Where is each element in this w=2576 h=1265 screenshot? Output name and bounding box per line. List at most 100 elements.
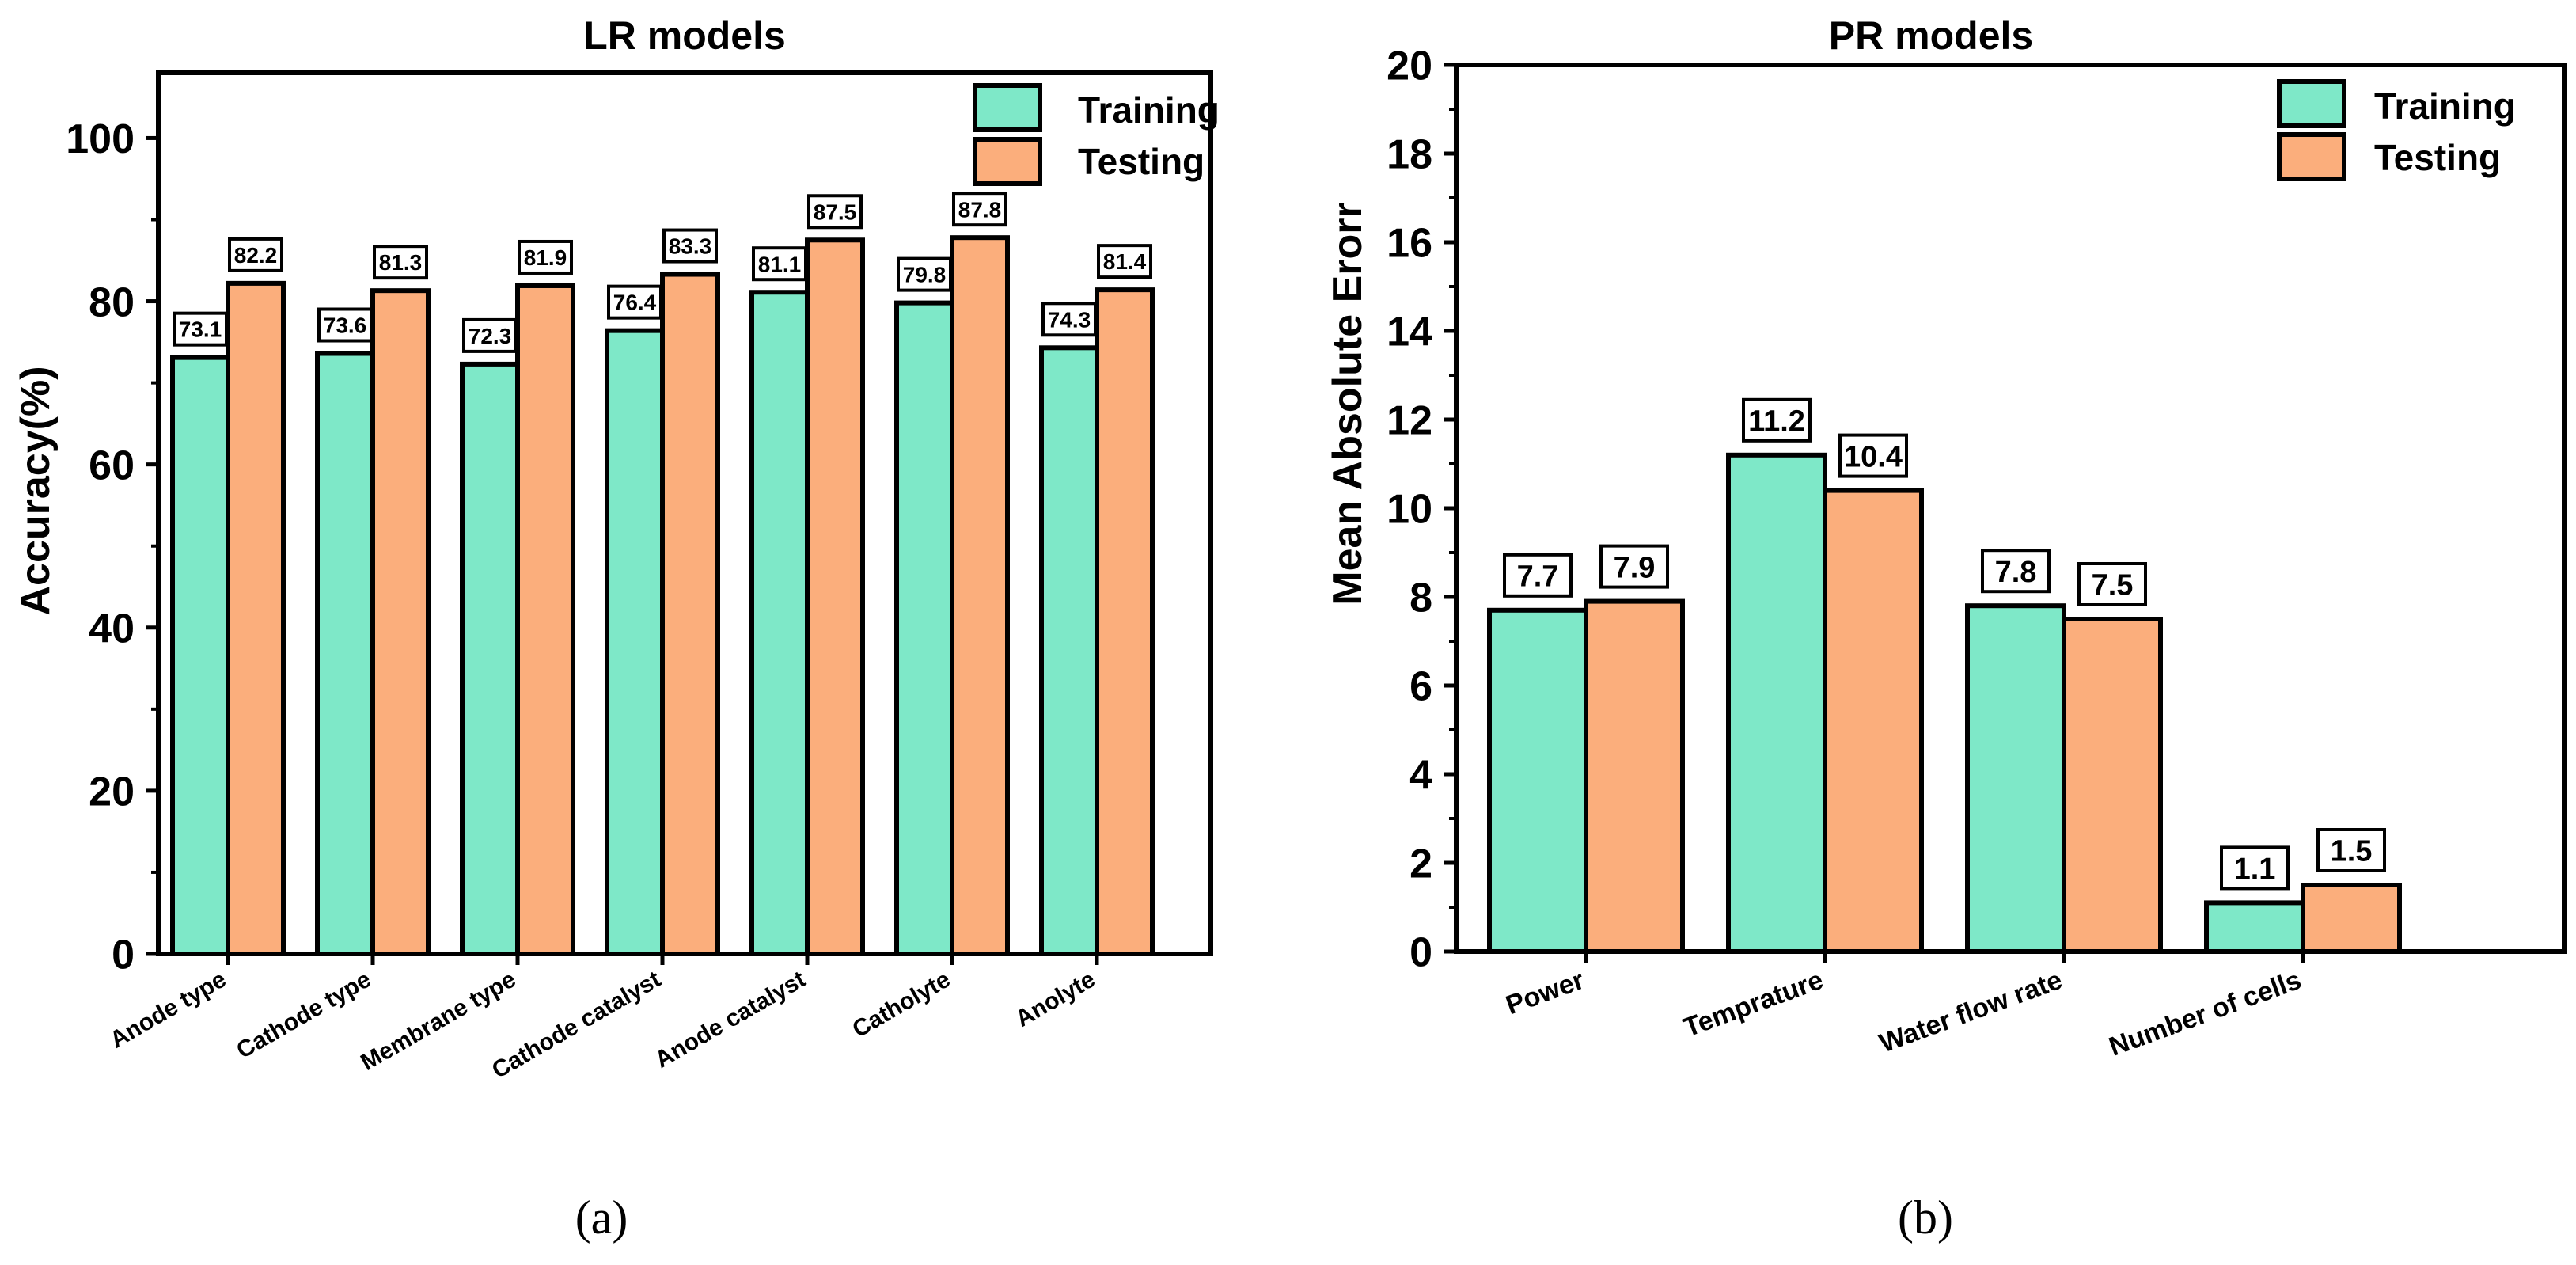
- y-tick-label: 20: [89, 769, 135, 815]
- bar-testing-5: [805, 237, 865, 956]
- bar-testing-1: [226, 280, 286, 956]
- legend-swatch-training: [973, 83, 1042, 132]
- data-label: 72.3: [469, 324, 512, 348]
- data-label-box: [752, 246, 807, 282]
- data-label: 83.3: [669, 234, 712, 259]
- data-label-box: [1742, 397, 1812, 443]
- bar-testing-4: [660, 272, 720, 956]
- data-label: 7.7: [1517, 560, 1559, 593]
- bar-testing-1: [1584, 598, 1685, 954]
- data-label-box: [1981, 549, 2051, 594]
- data-label-box: [952, 192, 1007, 227]
- bar-training-2: [1726, 452, 1827, 954]
- data-label: 10.4: [1844, 440, 1903, 473]
- chart-panel-a: LR models Accuracy(%) 73.1 82.2 73.6 81.3 72…: [13, 13, 1220, 1244]
- data-label: 74.3: [1048, 307, 1091, 332]
- data-label-box: [2220, 845, 2290, 891]
- x-tick-label: Water flow rate: [1876, 965, 2066, 1059]
- bar-testing-2: [370, 288, 431, 956]
- x-tick-label: Number of cells: [2105, 965, 2305, 1062]
- data-label: 87.8: [958, 197, 1002, 222]
- y-tick-label: 2: [1409, 841, 1432, 887]
- bar-testing-3: [515, 283, 575, 957]
- legend-label-training: Training: [2374, 85, 2516, 127]
- bar-testing-2: [1823, 488, 1924, 954]
- data-label: 7.5: [2092, 569, 2134, 602]
- legend-label-training: Training: [1078, 89, 1220, 131]
- figure-caption-b: (b): [1898, 1191, 1953, 1244]
- y-axis-label: Accuracy(%): [13, 366, 59, 615]
- data-label-box: [317, 307, 373, 343]
- legend: Training Testing: [973, 83, 1220, 186]
- data-label: 73.6: [324, 313, 367, 338]
- data-label-box: [807, 194, 863, 230]
- legend-label-testing: Testing: [1078, 141, 1205, 182]
- bar-training-4: [2204, 900, 2305, 955]
- y-tick-label: 0: [1409, 930, 1432, 976]
- y-tick-label: 14: [1387, 310, 1432, 355]
- data-label-box: [173, 311, 228, 347]
- bar-training-2: [315, 351, 375, 956]
- chart-title: LR models: [583, 13, 786, 58]
- figure-caption-a: (a): [575, 1191, 628, 1244]
- y-tick-label: 100: [66, 116, 135, 162]
- data-label: 82.2: [234, 243, 278, 268]
- bar-training-5: [749, 290, 810, 957]
- x-tick-label: Anolyte: [1011, 966, 1100, 1032]
- data-label: 11.2: [1748, 405, 1805, 438]
- x-tick-label: Power: [1502, 965, 1588, 1021]
- bar-training-1: [170, 355, 230, 956]
- legend-swatch-testing: [973, 137, 1042, 186]
- data-label: 79.8: [903, 263, 947, 287]
- data-label: 7.9: [1614, 551, 1656, 584]
- data-label-box: [1503, 553, 1573, 598]
- y-tick-label: 8: [1409, 576, 1432, 621]
- y-tick-label: 4: [1409, 753, 1432, 799]
- data-label-box: [2316, 828, 2386, 872]
- chart-marks: 73.1 82.2 73.6 81.3 72.3 81.9 76.4 83.3 81.1 87.5…: [170, 192, 1155, 957]
- y-axis-ticks: 0 20 40 60 80 100: [66, 116, 1099, 978]
- data-label: 81.4: [1103, 249, 1147, 274]
- legend-swatch-training: [2277, 79, 2346, 128]
- y-tick-label: 60: [89, 443, 135, 488]
- x-axis-labels: Power Temprature Water flow rate Number of …: [1502, 965, 2305, 1062]
- legend: Training Testing: [2277, 79, 2516, 181]
- data-label-box: [2077, 562, 2147, 606]
- y-tick-label: 6: [1409, 664, 1432, 710]
- x-tick-label: Anode type: [106, 966, 231, 1053]
- data-label-box: [228, 237, 283, 272]
- bar-training-7: [1039, 345, 1099, 956]
- data-label-box: [1097, 244, 1152, 279]
- data-label-box: [1838, 433, 1908, 478]
- bar-training-6: [894, 300, 954, 957]
- data-label: 1.5: [2331, 835, 2373, 868]
- y-tick-label: 18: [1387, 132, 1432, 178]
- y-tick-label: 80: [89, 279, 135, 325]
- y-axis-ticks: 0 2 4 6 8 10 12 14 16 18 20: [1387, 44, 2305, 976]
- data-label: 76.4: [613, 291, 657, 315]
- x-tick-label: Cathode type: [232, 966, 375, 1064]
- data-label-box: [373, 245, 428, 280]
- data-label: 81.9: [524, 245, 567, 270]
- bar-testing-3: [2062, 617, 2163, 954]
- bar-testing-4: [2301, 883, 2402, 954]
- bar-training-3: [460, 361, 520, 956]
- bar-testing-7: [1095, 287, 1155, 956]
- y-tick-label: 20: [1387, 44, 1432, 89]
- bar-training-3: [1965, 603, 2066, 954]
- x-tick-label: Catholyte: [848, 966, 955, 1043]
- chart-title: PR models: [1829, 13, 2033, 58]
- data-label-box: [462, 317, 518, 353]
- data-label: 87.5: [814, 199, 857, 224]
- y-axis-label: Mean Absolute Erorr: [1325, 202, 1371, 606]
- plot-frame: [156, 70, 1213, 956]
- data-label-box: [662, 228, 718, 264]
- y-tick-label: 12: [1387, 398, 1432, 444]
- x-tick-label: Anode catalyst: [651, 966, 810, 1073]
- bar-testing-6: [950, 235, 1010, 956]
- data-label: 81.1: [758, 252, 802, 276]
- data-label: 81.3: [379, 250, 423, 275]
- data-label: 73.1: [179, 317, 222, 342]
